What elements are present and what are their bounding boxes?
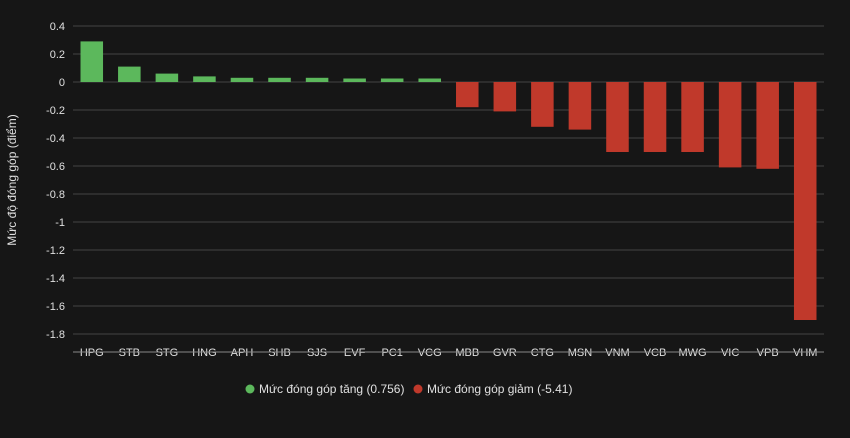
- x-tick-label: APH: [231, 347, 254, 359]
- bar-vpb: [756, 82, 779, 169]
- legend: Mức đóng góp tăng (0.756) Mức đóng góp gi…: [245, 382, 572, 396]
- legend-marker: [413, 384, 423, 394]
- x-tick-label: MBB: [455, 347, 479, 359]
- bar-vnm: [606, 82, 629, 152]
- bar-ctg: [531, 82, 554, 127]
- x-tick-label: GVR: [493, 347, 517, 359]
- x-tick-label: EVF: [344, 347, 366, 359]
- x-tick-label: VCB: [644, 347, 667, 359]
- y-tick-label: -0.6: [46, 161, 65, 173]
- bar-vcg: [418, 78, 441, 82]
- x-tick-label: SHB: [268, 347, 291, 359]
- y-tick-label: 0: [59, 77, 65, 89]
- y-tick-label: -1.2: [46, 245, 65, 257]
- bar-sjs: [305, 77, 329, 82]
- y-tick-label: -1: [55, 217, 65, 229]
- x-tick-label: VCG: [418, 347, 442, 359]
- bar-stb: [118, 66, 141, 82]
- bars: [80, 41, 817, 320]
- bar-aph: [230, 77, 254, 82]
- bar-gvr: [493, 82, 517, 112]
- bar-shb: [268, 77, 291, 82]
- x-tick-label: VPB: [757, 347, 779, 359]
- y-tick-label: 0.4: [50, 21, 65, 33]
- y-tick-label: -0.2: [46, 105, 65, 117]
- x-tick-label: STB: [119, 347, 140, 359]
- legend-marker: [245, 384, 255, 394]
- y-axis-title: Mức độ đóng góp (điểm): [5, 114, 19, 245]
- x-tick-label: STG: [156, 347, 179, 359]
- bar-vcb: [643, 82, 667, 152]
- bar-msn: [568, 82, 592, 130]
- y-tick-label: -0.8: [46, 189, 65, 201]
- x-tick-label: HPG: [80, 347, 104, 359]
- y-tick-label: -1.6: [46, 301, 65, 313]
- bar-evf: [343, 78, 366, 82]
- bar-mbb: [456, 82, 479, 108]
- bar-hng: [193, 76, 216, 82]
- x-tick-label: PC1: [381, 347, 402, 359]
- x-tick-label: VNM: [605, 347, 629, 359]
- y-axis-ticks: 0.4 0.2 0 -0.2 -0.4 -0.6 -0.8 -1 -1.2 -1.4 -1.6 -1.…: [46, 21, 65, 341]
- bar-mwg: [681, 82, 704, 152]
- legend-label: Mức đóng góp giảm (-5.41): [427, 382, 572, 396]
- x-tick-label: VHM: [793, 347, 817, 359]
- y-tick-label: -0.4: [46, 133, 65, 145]
- bar-vic: [718, 82, 742, 168]
- x-tick-label: MSN: [568, 347, 593, 359]
- x-tick-label: SJS: [307, 347, 327, 359]
- x-tick-label: MWG: [679, 347, 707, 359]
- bar-pc1: [380, 78, 404, 82]
- bar-hpg: [80, 41, 104, 82]
- y-tick-label: 0.2: [50, 49, 65, 61]
- legend-label: Mức đóng góp tăng (0.756): [259, 382, 404, 396]
- y-tick-label: -1.4: [46, 273, 65, 285]
- bar-vhm: [793, 82, 817, 320]
- x-tick-label: CTG: [531, 347, 554, 359]
- x-axis-ticks: HPG STB STG HNG APH SHB SJS EVF PC1 VCG MBB GVR CTG M…: [80, 347, 818, 359]
- bar-stg: [155, 73, 179, 82]
- x-tick-label: VIC: [721, 347, 739, 359]
- x-tick-label: HNG: [192, 347, 216, 359]
- y-tick-label: -1.8: [46, 329, 65, 341]
